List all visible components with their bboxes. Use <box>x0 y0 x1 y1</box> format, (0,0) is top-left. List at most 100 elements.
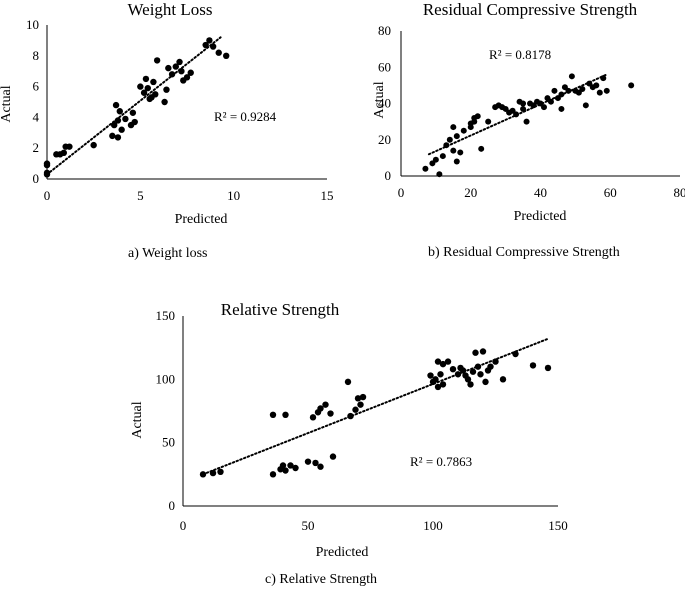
data-point <box>345 379 351 385</box>
y-tick-label: 2 <box>33 140 40 155</box>
data-point <box>117 108 123 114</box>
y-axis-label: Actual <box>130 401 145 438</box>
x-tick-label: 50 <box>302 518 315 533</box>
data-point <box>357 401 363 407</box>
data-point <box>478 146 484 152</box>
data-point <box>558 106 564 112</box>
y-tick-label: 10 <box>26 17 39 32</box>
x-tick-label: 60 <box>604 185 617 200</box>
trendline <box>203 339 548 475</box>
data-point <box>530 362 536 368</box>
x-tick-label: 150 <box>548 518 568 533</box>
figure-caption: c) Relative Strength <box>265 572 377 587</box>
x-axis-label: Predicted <box>316 545 369 560</box>
data-point <box>327 410 333 416</box>
data-point <box>282 412 288 418</box>
data-point <box>475 113 481 119</box>
data-point <box>487 363 493 369</box>
y-tick-label: 6 <box>33 79 40 94</box>
figure-caption: a) Weight loss <box>128 246 208 261</box>
data-point <box>422 166 428 172</box>
x-tick-label: 15 <box>321 188 334 203</box>
x-tick-label: 5 <box>137 188 144 203</box>
data-point <box>352 407 358 413</box>
data-point <box>447 137 453 143</box>
data-point <box>217 469 223 475</box>
data-point <box>143 76 149 82</box>
data-point <box>485 119 491 125</box>
data-point <box>445 358 451 364</box>
y-tick-label: 150 <box>156 308 176 323</box>
data-point <box>467 381 473 387</box>
data-point <box>593 82 599 88</box>
data-point <box>322 401 328 407</box>
data-point <box>206 37 212 43</box>
data-point <box>433 157 439 163</box>
y-tick-label: 80 <box>378 23 391 38</box>
data-point <box>583 102 589 108</box>
x-tick-label: 40 <box>534 185 547 200</box>
data-point <box>472 350 478 356</box>
x-tick-label: 80 <box>674 185 685 200</box>
data-point <box>520 101 526 107</box>
x-tick-label: 0 <box>180 518 187 533</box>
data-point <box>113 102 119 108</box>
data-point <box>150 79 156 85</box>
data-point <box>61 150 67 156</box>
data-point <box>436 171 442 177</box>
trendline <box>47 37 221 174</box>
data-point <box>500 376 506 382</box>
data-point <box>310 414 316 420</box>
data-point <box>437 371 443 377</box>
data-point <box>440 153 446 159</box>
data-point <box>122 116 128 122</box>
y-tick-label: 20 <box>378 132 391 147</box>
data-point <box>154 57 160 63</box>
data-point <box>165 65 171 71</box>
y-axis-label: Actual <box>0 85 14 122</box>
data-point <box>569 73 575 79</box>
data-point <box>292 465 298 471</box>
x-tick-label: 20 <box>464 185 477 200</box>
y-tick-label: 0 <box>33 171 40 186</box>
data-point <box>305 458 311 464</box>
data-point <box>270 412 276 418</box>
y-tick-label: 8 <box>33 48 40 63</box>
data-point <box>137 83 143 89</box>
y-tick-label: 50 <box>162 435 175 450</box>
r-squared-label: R² = 0.9284 <box>214 109 277 124</box>
data-point <box>468 124 474 130</box>
data-point <box>176 59 182 65</box>
y-tick-label: 0 <box>385 168 392 183</box>
data-point <box>604 88 610 94</box>
data-point <box>454 133 460 139</box>
data-point <box>90 142 96 148</box>
data-point <box>270 471 276 477</box>
data-point <box>115 134 121 140</box>
x-tick-label: 10 <box>227 188 240 203</box>
y-tick-label: 60 <box>378 59 391 74</box>
chart-title: Weight Loss <box>127 0 212 19</box>
r-squared-label: R² = 0.7863 <box>410 454 472 469</box>
data-point <box>457 149 463 155</box>
data-point <box>454 159 460 165</box>
data-point <box>109 133 115 139</box>
y-tick-label: 0 <box>169 498 176 513</box>
data-point <box>216 50 222 56</box>
x-tick-label: 100 <box>423 518 443 533</box>
data-point <box>146 96 152 102</box>
data-point <box>223 53 229 59</box>
y-tick-label: 4 <box>33 109 40 124</box>
data-point <box>152 91 158 97</box>
data-point <box>477 371 483 377</box>
data-point <box>461 128 467 134</box>
chart-title: Residual Compressive Strength <box>423 0 638 19</box>
data-point <box>551 88 557 94</box>
data-point <box>482 379 488 385</box>
data-point <box>524 119 530 125</box>
data-point <box>541 104 547 110</box>
data-point <box>118 127 124 133</box>
